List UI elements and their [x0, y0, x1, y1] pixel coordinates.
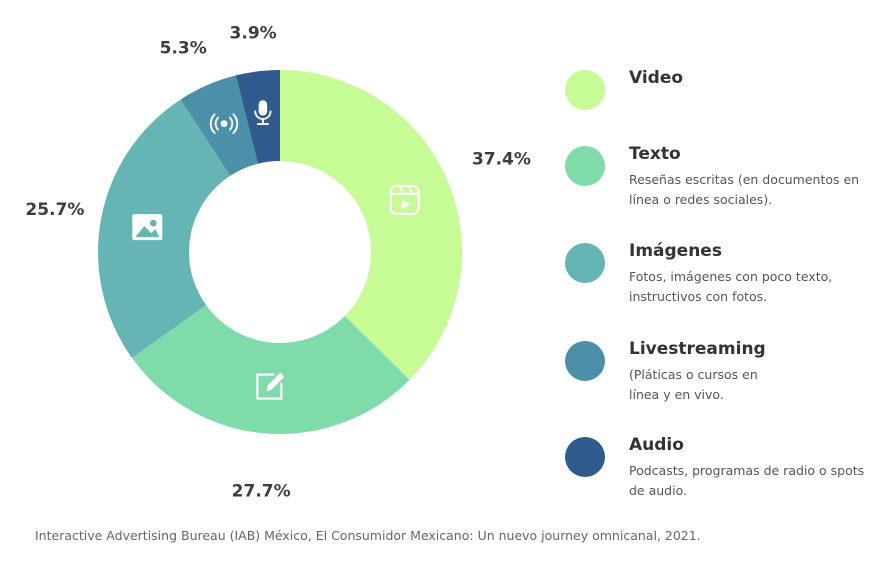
legend-item-video: Video — [565, 68, 865, 130]
pct-label-video: 37.4% — [472, 149, 531, 169]
slice-imagenes — [98, 99, 231, 359]
legend-title-livestreaming: Livestreaming — [629, 339, 766, 359]
legend-item-texto: Texto Reseñas escritas (en documentos en… — [565, 144, 865, 207]
legend-title-audio: Audio — [629, 435, 684, 455]
legend-desc-livestreaming: (Pláticas o cursos en línea y en vivo. — [629, 367, 758, 402]
pct-label-texto: 27.7% — [232, 481, 291, 501]
microphone-icon — [254, 100, 272, 126]
legend-item-imagenes: Imágenes Fotos, imágenes con poco texto,… — [565, 241, 865, 304]
slice-video — [280, 70, 463, 380]
legend-swatch-texto — [565, 146, 605, 186]
legend-item-audio: Audio Podcasts, programas de radio o spo… — [565, 435, 865, 498]
pct-label-imagenes: 25.7% — [25, 200, 84, 220]
legend-desc-audio: Podcasts, programas de radio o spots de … — [629, 463, 865, 498]
pct-label-audio: 3.9% — [230, 24, 277, 44]
video-icon — [389, 184, 420, 216]
legend-title-video: Video — [629, 68, 684, 88]
slice-livestreaming — [180, 75, 258, 176]
legend-desc-imagenes: Fotos, imágenes con poco texto, instruct… — [629, 269, 833, 304]
pct-label-livestreaming: 5.3% — [160, 39, 207, 59]
legend-swatch-livestreaming — [565, 341, 605, 381]
broadcast-icon — [209, 113, 239, 134]
legend-desc-texto: Reseñas escritas (en documentos en línea… — [629, 172, 860, 207]
legend-swatch-imagenes — [565, 243, 605, 283]
legend-title-texto: Texto — [629, 144, 681, 164]
legend-swatch-video — [565, 70, 605, 110]
image-icon — [132, 214, 163, 241]
legend-swatch-audio — [565, 437, 605, 477]
slice-texto — [132, 305, 410, 434]
source-note: Interactive Advertising Bureau (IAB) Méx… — [35, 528, 701, 543]
legend-title-imagenes: Imágenes — [629, 241, 722, 261]
edit-icon — [256, 372, 285, 400]
legend-item-livestreaming: Livestreaming (Pláticas o cursos en líne… — [565, 339, 865, 402]
